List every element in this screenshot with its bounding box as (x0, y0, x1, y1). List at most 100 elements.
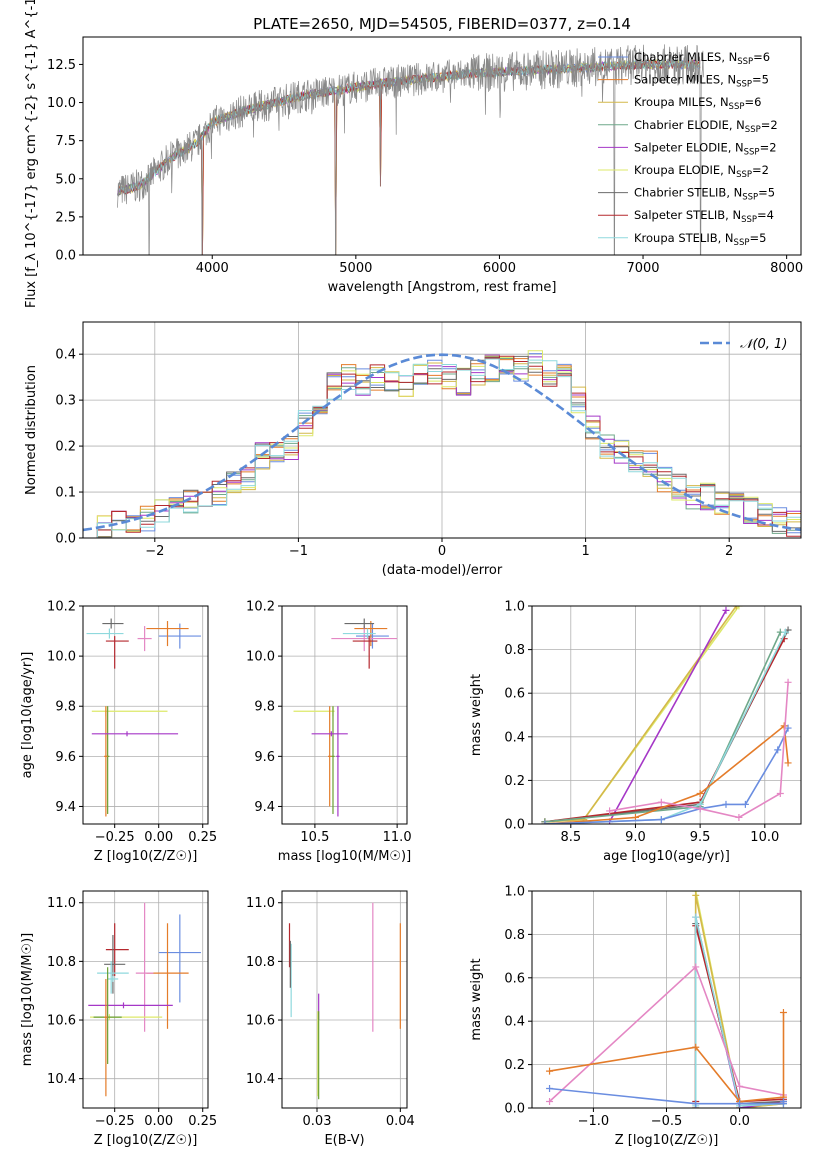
plot-area (117, 44, 704, 255)
y-axis-label: mass [log10(M/M☉)] (20, 933, 35, 1066)
residual-histogram-panel: −2 −1 0 1 2 0.0 0.1 0.2 0.3 0.4 (data-model)/error… (24, 321, 802, 578)
axes-frame (82, 890, 209, 1109)
y-tick-label: 9.6 (55, 750, 76, 765)
y-tick-label: 0.8 (504, 928, 525, 943)
weight-marker (546, 1097, 554, 1105)
weight-line (609, 682, 789, 819)
y-tick-label: 9.8 (254, 700, 275, 715)
y-tick-label: 0.0 (504, 1102, 525, 1117)
legend-entry: Kroupa MILES, NSSP=6 (634, 95, 761, 112)
legend-subscript: SSP (744, 147, 760, 157)
legend-entry: Salpeter STELIB, NSSP=4 (634, 208, 774, 225)
plot-area (546, 891, 787, 1108)
y-tick-label: 0.0 (55, 532, 76, 547)
x-axis-label: Z [log10(Z/Z☉)] (94, 1133, 198, 1148)
weight-marker (732, 606, 740, 610)
weights-vs-age-panel: 8.5 9.0 9.5 10.0 0.0 0.2 0.4 0.6 0.8 1.0 age [log1… (469, 600, 802, 864)
legend-entry: Chabrier ELODIE, NSSP=2 (634, 118, 778, 135)
legend-count: =5 (749, 231, 766, 245)
axes-frame (531, 605, 802, 825)
legend-count: =2 (761, 118, 778, 132)
legend-text: Kroupa STELIB, N (634, 231, 734, 245)
x-tick-label: 9.0 (625, 830, 646, 845)
weight-marker (784, 678, 792, 686)
residual-legend: 𝒩(0, 1) (700, 337, 787, 352)
x-tick-label: 0.03 (303, 1114, 332, 1129)
y-tick-label: 10.4 (47, 1072, 76, 1087)
weight-marker (692, 963, 700, 971)
y-tick-label: 11.0 (246, 896, 275, 911)
y-tick-label: 10.4 (246, 1072, 275, 1087)
legend-subscript: SSP (729, 102, 745, 112)
legend-count: =2 (760, 140, 777, 154)
weight-marker (779, 1009, 787, 1017)
weight-marker (784, 759, 792, 767)
x-tick-label: 2 (725, 544, 733, 559)
weight-marker (735, 606, 743, 610)
y-axis-label: age [log10(age/yr)] (20, 652, 35, 779)
y-axis-label: Flux [f_λ 10^{-17} erg cm^{-2} s^{-1} A^… (24, 0, 39, 308)
y-tick-label: 10.8 (246, 955, 275, 970)
axes-frame (281, 890, 408, 1109)
x-axis-label: Z [log10(Z/Z☉)] (615, 1133, 719, 1148)
x-axis-label: age [log10(age/yr)] (603, 849, 730, 864)
legend-text: Chabrier MILES, N (634, 50, 737, 64)
y-tick-label: 10.6 (246, 1014, 275, 1029)
weight-marker (606, 807, 614, 815)
legend-entry: Salpeter MILES, NSSP=5 (634, 73, 769, 90)
x-tick-label: −0.25 (95, 830, 135, 845)
y-tick-label: 10.0 (246, 650, 275, 665)
histogram-step (83, 358, 801, 538)
weight-marker (546, 1084, 554, 1092)
weight-marker (741, 800, 749, 808)
y-axis-label: Normed distribution (24, 365, 39, 495)
x-tick-label: 8.5 (560, 830, 581, 845)
y-axis-label: mass weight (469, 958, 484, 1040)
y-tick-label: 0.4 (55, 348, 76, 363)
legend-text: Chabrier ELODIE, N (634, 118, 745, 132)
weight-marker (774, 746, 782, 754)
weight-marker (657, 798, 665, 806)
y-tick-label: 12.5 (47, 58, 76, 73)
y-tick-label: 0.6 (504, 687, 525, 702)
y-tick-label: 0.4 (504, 1015, 525, 1030)
weight-marker (736, 1082, 744, 1090)
y-tick-label: 11.0 (47, 896, 76, 911)
x-axis-label: E(B-V) (324, 1133, 364, 1148)
legend-entry: 𝒩(0, 1) (740, 337, 787, 352)
y-tick-label: 1.0 (504, 600, 525, 615)
mass-vs-metallicity-panel: −0.25 0.00 0.25 10.4 10.6 10.8 11.0 Z [log10(Z/… (20, 890, 217, 1148)
plot-area (88, 902, 201, 1097)
legend-entry: Kroupa ELODIE, NSSP=2 (634, 163, 769, 180)
histogram-step (83, 355, 801, 538)
age-vs-mass-panel: 10.5 11.0 9.4 9.6 9.8 10.0 10.2 mass [log10(M/M… (246, 600, 412, 865)
axes-frame (281, 605, 408, 825)
gaussian-curve (83, 353, 801, 532)
x-tick-label: 5000 (339, 261, 372, 276)
y-tick-label: 10.2 (246, 600, 275, 615)
x-tick-label: 1 (581, 544, 589, 559)
legend-entry: Chabrier STELIB, NSSP=5 (634, 186, 775, 203)
weight-marker (692, 1043, 700, 1051)
plot-area (288, 902, 401, 1100)
legend-text: Salpeter MILES, N (634, 73, 736, 87)
y-tick-label: 2.5 (55, 210, 76, 225)
weight-line (548, 965, 784, 1103)
weight-marker (722, 800, 730, 808)
weight-marker (779, 1097, 787, 1105)
x-tick-label: −0.5 (651, 1114, 683, 1129)
x-tick-label: 10.0 (750, 830, 779, 845)
x-tick-label: 8000 (770, 261, 803, 276)
x-tick-label: 0.04 (386, 1114, 415, 1129)
legend-subscript: SSP (742, 193, 758, 203)
x-tick-label: 11.0 (383, 830, 412, 845)
x-tick-label: 4000 (196, 261, 229, 276)
legend-count: =6 (744, 95, 761, 109)
y-tick-label: 10.0 (47, 650, 76, 665)
x-axis-label: wavelength [Angstrom, rest frame] (328, 280, 557, 295)
legend-subscript: SSP (736, 170, 752, 180)
axes-frame (82, 36, 802, 256)
x-tick-label: 7000 (626, 261, 659, 276)
legend-count: =4 (757, 208, 774, 222)
